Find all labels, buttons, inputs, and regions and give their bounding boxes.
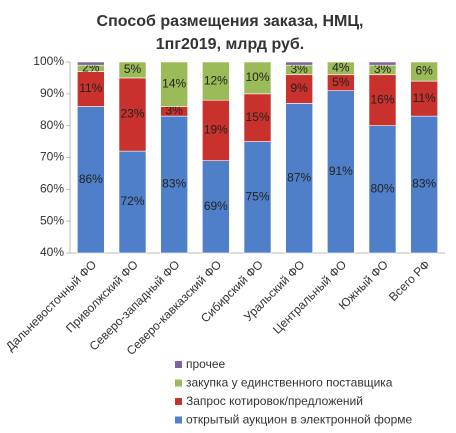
value-label: 3%	[165, 104, 183, 118]
value-label: 11%	[413, 91, 436, 105]
y-tick-label: 50%	[40, 213, 64, 227]
x-tick-label: Центральный ФО	[270, 257, 349, 336]
bar-segment	[410, 80, 438, 117]
value-label: 3%	[374, 62, 392, 76]
value-label: 4%	[332, 61, 350, 75]
value-label: 16%	[370, 92, 394, 106]
bar-segment	[368, 125, 397, 254]
value-label: 91%	[329, 164, 353, 178]
legend-swatch	[175, 416, 182, 424]
value-label: 72%	[120, 194, 144, 208]
value-label: 87%	[287, 170, 311, 184]
chart-title: Способ размещения заказа, НМЦ,	[97, 13, 364, 30]
bar-segment	[77, 106, 105, 254]
value-label: 80%	[370, 182, 394, 196]
value-label: 69%	[204, 199, 228, 213]
legend-label: Запрос котировок/предложений	[186, 394, 363, 408]
bar-segment	[202, 99, 230, 161]
value-label: 15%	[245, 110, 269, 124]
bar-segment	[327, 90, 355, 254]
bar-segment	[327, 61, 355, 76]
legend-label: закупка у единственного поставщика	[186, 376, 393, 390]
legend-label: открытый аукцион в электронной форме	[186, 413, 413, 427]
legend-swatch	[175, 379, 182, 387]
value-label: 75%	[245, 189, 269, 203]
bar-segment	[160, 61, 188, 107]
value-label: 5%	[124, 62, 142, 76]
value-label: 6%	[415, 64, 433, 78]
chart-title: 1пг2019, млрд руб.	[156, 36, 304, 53]
value-label: 14%	[162, 76, 186, 90]
value-label: 86%	[79, 172, 103, 186]
x-tick-label: Приволжский ФО	[63, 257, 141, 335]
bar-segment	[160, 115, 188, 254]
x-tick-label: Всего РФ	[386, 257, 433, 304]
value-label: 12%	[204, 73, 228, 87]
value-label: 9%	[290, 81, 308, 95]
value-label: 5%	[332, 75, 350, 89]
bar-segment	[202, 61, 230, 101]
bar-segment	[368, 61, 397, 66]
value-label: 19%	[204, 123, 228, 137]
legend-label: прочее	[186, 357, 226, 371]
bar-segment	[285, 74, 313, 104]
value-label: 3%	[290, 62, 308, 76]
legend-swatch	[175, 361, 182, 368]
bar-segment	[243, 141, 272, 254]
y-tick-label: 100%	[33, 54, 64, 68]
legend-swatch	[175, 398, 182, 405]
bar-segment	[118, 61, 147, 79]
y-tick-label: 90%	[40, 86, 64, 100]
value-label: 83%	[412, 177, 436, 191]
y-tick-label: 60%	[40, 182, 64, 196]
value-label: 83%	[162, 177, 186, 191]
bar-segment	[77, 61, 105, 66]
bar-segment	[118, 77, 147, 152]
bar-segment	[118, 150, 147, 254]
y-tick-label: 70%	[40, 150, 64, 164]
bar-segment	[410, 115, 438, 254]
bar-segment	[243, 93, 272, 142]
value-label: 10%	[245, 70, 269, 84]
bar-segment	[410, 61, 438, 82]
y-tick-label: 80%	[40, 118, 64, 132]
y-tick-label: 40%	[40, 245, 64, 259]
value-label: 23%	[120, 107, 144, 121]
bar-segment	[285, 103, 313, 254]
bar-segment	[202, 160, 230, 254]
bar-segment	[285, 61, 313, 66]
bar-segment	[243, 61, 272, 95]
value-label: 11%	[79, 81, 102, 95]
